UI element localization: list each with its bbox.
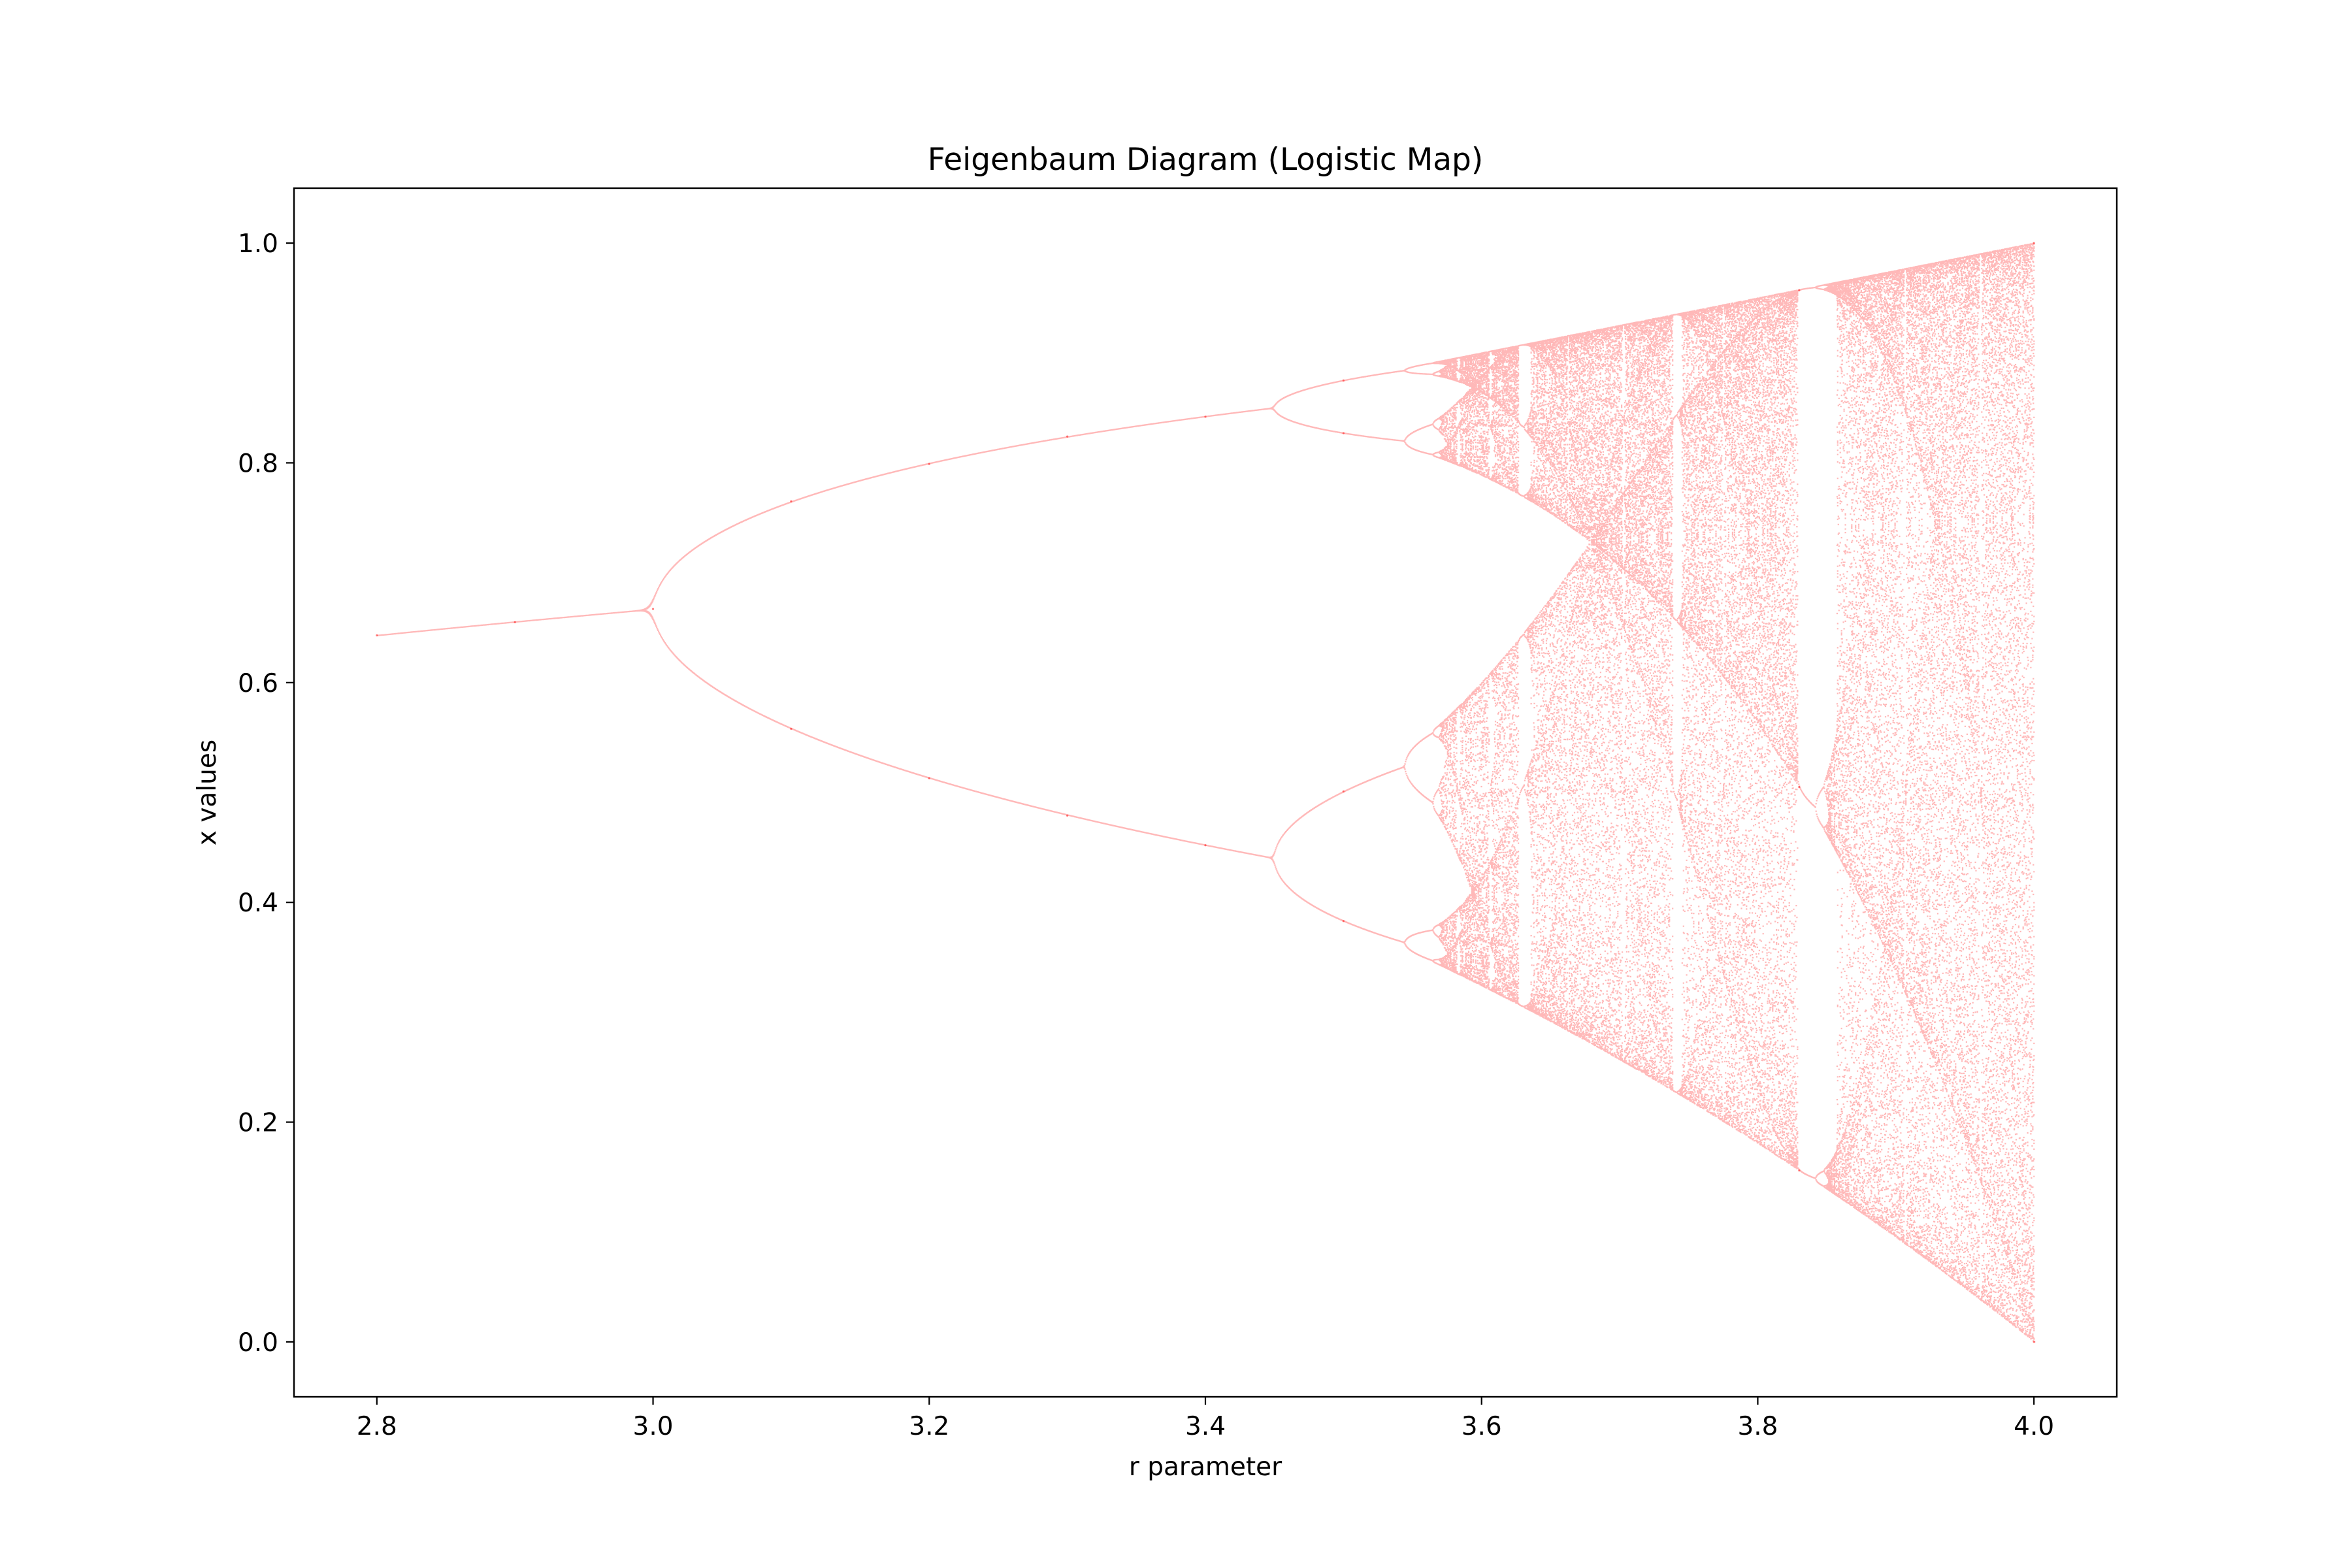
y-tick-label: 0.8 [238, 449, 278, 478]
x-tick-label: 3.4 [1185, 1412, 1226, 1441]
x-tick-label: 3.6 [1462, 1412, 1502, 1441]
x-axis-label: r parameter [1129, 1452, 1282, 1482]
data-point [1798, 1169, 1800, 1171]
data-point [1066, 815, 1068, 817]
data-point [1343, 432, 1345, 434]
y-tick-label: 1.0 [238, 229, 278, 259]
data-point [928, 777, 930, 779]
data-point [1343, 791, 1345, 792]
x-tick-label: 4.0 [2014, 1412, 2054, 1441]
data-point [1204, 844, 1206, 846]
x-tick-label: 3.8 [1737, 1412, 1778, 1441]
y-tick-label: 0.6 [238, 669, 278, 698]
x-tick-label: 2.8 [357, 1412, 397, 1441]
data-point [514, 621, 516, 623]
data-point [652, 608, 654, 610]
data-point [790, 728, 792, 730]
y-axis-label: x values [193, 740, 222, 845]
x-tick-label: 3.2 [909, 1412, 949, 1441]
chart-title: Feigenbaum Diagram (Logistic Map) [928, 142, 1483, 178]
data-point [1204, 416, 1206, 417]
data-point [1343, 380, 1345, 382]
data-point [376, 634, 378, 636]
data-point [1798, 786, 1800, 788]
data-point [1343, 920, 1345, 922]
x-tick-label: 3.0 [633, 1412, 674, 1441]
data-point [928, 463, 930, 465]
data-point [2033, 242, 2035, 244]
y-tick-label: 0.0 [238, 1328, 278, 1358]
data-point [1798, 289, 1800, 291]
y-tick-label: 0.2 [238, 1109, 278, 1138]
y-tick-label: 0.4 [238, 889, 278, 918]
data-point [2033, 1341, 2035, 1343]
data-point [1066, 435, 1068, 437]
data-point [790, 500, 792, 502]
